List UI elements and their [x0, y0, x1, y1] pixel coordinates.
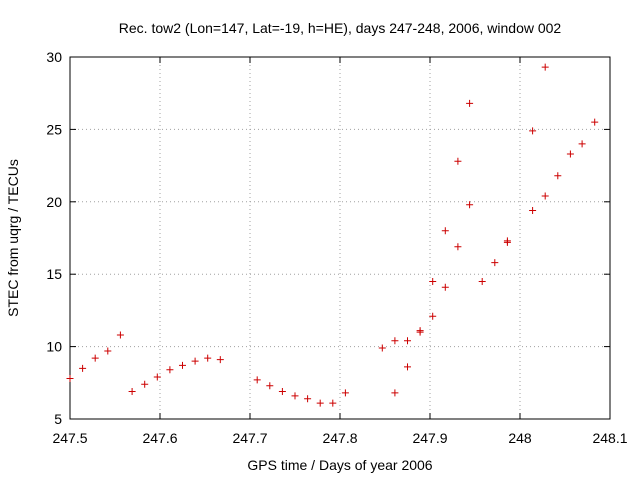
data-point	[503, 237, 511, 245]
data-point	[391, 389, 399, 397]
x-tick-label: 247.6	[142, 430, 177, 446]
data-point	[204, 354, 212, 362]
data-point	[541, 192, 549, 200]
data-point	[429, 312, 437, 320]
data-point	[266, 382, 274, 390]
data-point	[454, 157, 462, 165]
data-point	[404, 363, 411, 371]
x-tick-label: 247.7	[232, 430, 267, 446]
data-point	[128, 387, 136, 395]
axis-ticks	[69, 56, 611, 420]
x-tick-labels: 247.5 247.6 247.7 247.8 247.9 248 248.1	[52, 430, 627, 446]
x-tick-label: 248.1	[592, 430, 627, 446]
data-point	[141, 380, 149, 388]
data-point	[278, 387, 286, 395]
data-point	[529, 127, 537, 135]
data-point	[441, 227, 449, 235]
data-point	[478, 277, 486, 285]
data-point	[79, 364, 87, 372]
data-point	[316, 399, 324, 407]
data-points	[66, 63, 599, 407]
data-point	[466, 99, 474, 107]
chart-title: Rec. tow2 (Lon=147, Lat=-19, h=HE), days…	[119, 20, 562, 36]
data-point	[391, 337, 399, 345]
data-point	[329, 399, 337, 407]
data-point	[104, 347, 112, 355]
data-point	[166, 366, 174, 374]
data-point	[191, 357, 199, 365]
data-point	[441, 283, 449, 291]
x-tick-label: 247.9	[412, 430, 447, 446]
y-tick-label: 30	[46, 49, 62, 65]
data-point	[529, 206, 537, 214]
data-point	[541, 63, 549, 71]
data-point	[253, 376, 261, 384]
y-tick-label: 10	[46, 339, 62, 355]
x-tick-label: 248	[508, 430, 532, 446]
y-tick-labels: 5 10 15 20 25 30	[46, 49, 62, 427]
data-point	[341, 389, 349, 397]
x-axis-label: GPS time / Days of year 2006	[247, 457, 432, 473]
data-point	[66, 374, 74, 382]
data-point	[591, 118, 599, 126]
y-axis-label: STEC from uqrg / TECUs	[5, 159, 21, 317]
data-point	[116, 331, 124, 339]
data-point	[454, 243, 462, 251]
y-tick-label: 25	[46, 121, 62, 137]
y-tick-label: 15	[46, 266, 62, 282]
data-point	[304, 395, 312, 403]
x-tick-label: 247.5	[52, 430, 87, 446]
y-tick-label: 20	[46, 194, 62, 210]
data-point	[466, 201, 474, 209]
data-point	[153, 373, 161, 381]
data-point	[216, 356, 224, 364]
grid	[70, 57, 610, 419]
data-point	[566, 150, 574, 158]
data-point	[554, 172, 562, 180]
data-point	[378, 344, 386, 352]
data-point	[91, 354, 99, 362]
y-tick-label: 5	[54, 411, 62, 427]
data-point	[179, 361, 186, 369]
data-point	[291, 392, 299, 400]
data-point	[404, 337, 411, 345]
data-point	[416, 327, 424, 335]
data-point	[429, 277, 437, 285]
x-tick-label: 247.8	[322, 430, 357, 446]
data-point	[578, 140, 586, 148]
data-point	[491, 259, 499, 267]
